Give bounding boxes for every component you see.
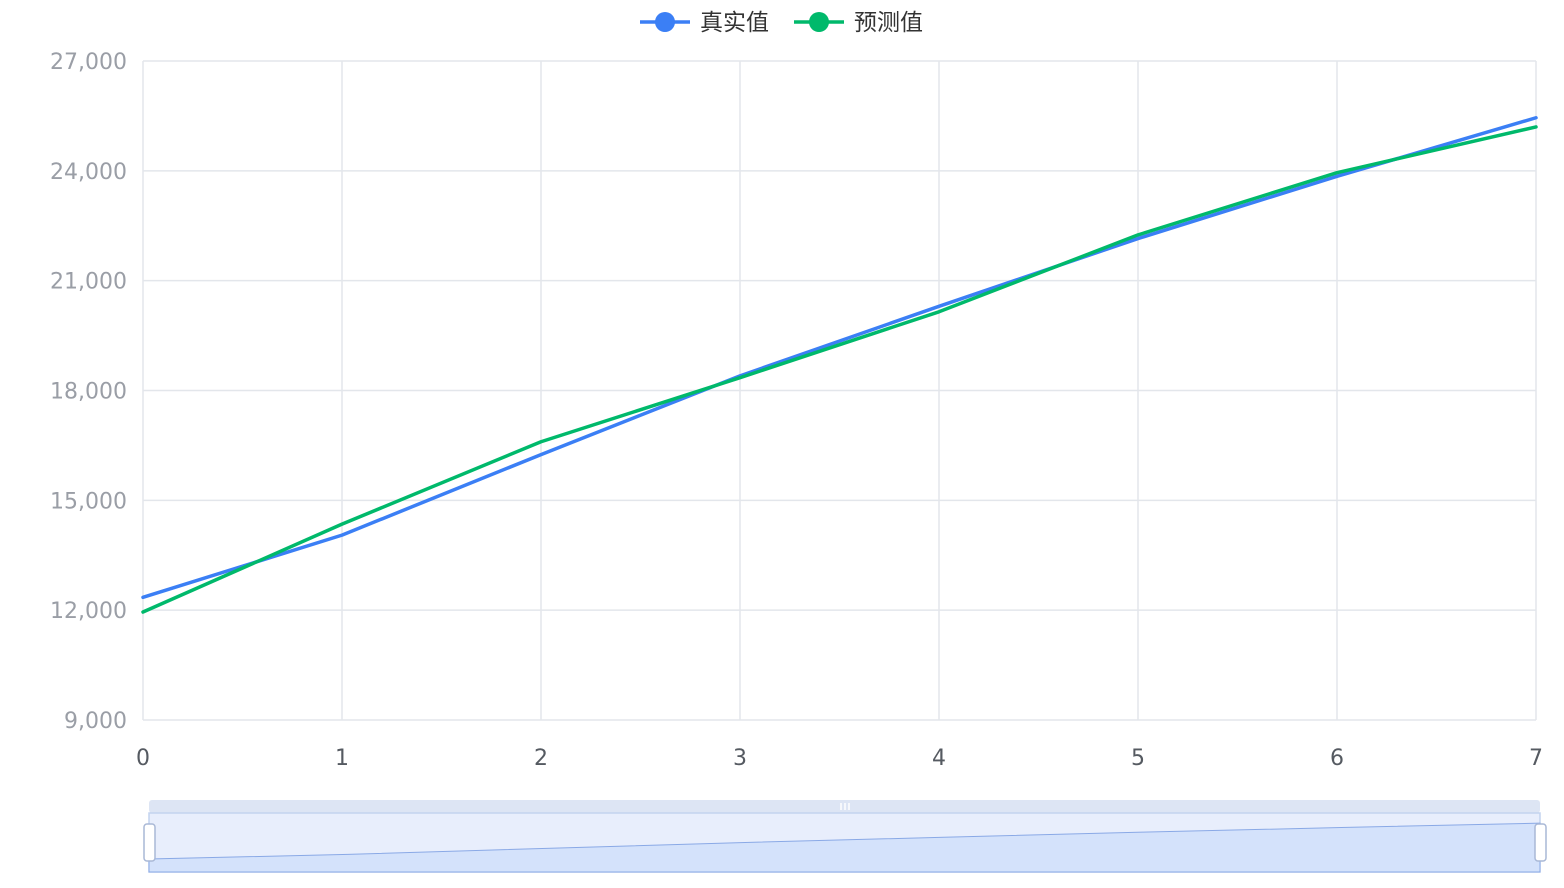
- series-line-1[interactable]: [141, 125, 1538, 614]
- x-tick-label: 0: [136, 746, 150, 771]
- y-tick-label: 18,000: [50, 380, 127, 405]
- y-tick-label: 27,000: [50, 50, 127, 75]
- x-tick-label: 5: [1131, 746, 1145, 771]
- x-tick-label: 3: [733, 746, 747, 771]
- x-axis: 0 1 2 3 4 5 6 7: [136, 746, 1543, 771]
- x-tick-label: 4: [932, 746, 946, 771]
- x-tick-label: 6: [1330, 746, 1344, 771]
- legend-label: 真实值: [700, 10, 769, 36]
- y-tick-label: 21,000: [50, 270, 127, 295]
- series-line-0[interactable]: [141, 115, 1538, 600]
- legend-circle-icon: [809, 12, 829, 32]
- legend-item-0[interactable]: 真实值: [640, 10, 769, 36]
- legend[interactable]: 真实值 预测值: [640, 10, 923, 36]
- x-tick-label: 1: [335, 746, 349, 771]
- y-tick-label: 15,000: [50, 489, 127, 514]
- data-zoom-slider[interactable]: [143, 800, 1547, 873]
- x-tick-label: 2: [534, 746, 548, 771]
- y-tick-label: 24,000: [50, 160, 127, 185]
- legend-circle-icon: [655, 12, 675, 32]
- series-lines: [141, 115, 1538, 614]
- y-tick-label: 12,000: [50, 599, 127, 624]
- zoom-end-handle[interactable]: [1534, 823, 1547, 862]
- y-tick-label: 9,000: [64, 709, 127, 734]
- grid-lines: [142, 60, 1537, 721]
- y-axis: 9,000 12,000 15,000 18,000 21,000 24,000 27,00…: [50, 50, 127, 734]
- zoom-start-handle[interactable]: [143, 823, 156, 862]
- x-tick-label: 7: [1529, 746, 1543, 771]
- legend-item-1[interactable]: 预测值: [794, 10, 923, 36]
- legend-label: 预测值: [854, 10, 923, 36]
